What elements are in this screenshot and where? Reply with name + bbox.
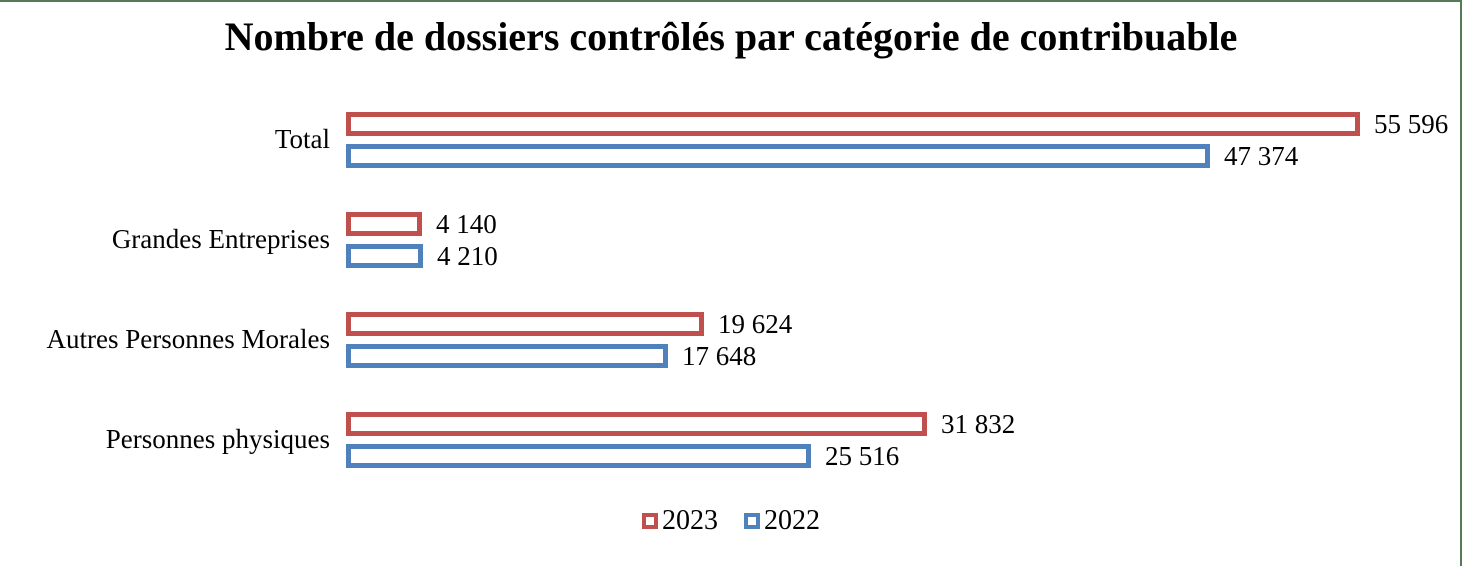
bar-2023 xyxy=(346,112,1360,136)
bar-2023 xyxy=(346,212,422,236)
bar-line-2022: 17 648 xyxy=(346,340,792,371)
bar-line-2022: 4 210 xyxy=(346,240,498,271)
legend-item-2023: 2023 xyxy=(642,507,718,535)
bar-group: 4 140 4 210 xyxy=(346,208,498,271)
bar-line-2023: 4 140 xyxy=(346,208,498,239)
value-label-2023: 4 140 xyxy=(436,208,497,239)
value-label-2023: 19 624 xyxy=(718,308,793,339)
bar-line-2023: 55 596 xyxy=(346,108,1449,139)
bar-group: 55 596 47 374 xyxy=(346,108,1449,171)
value-label-2022: 25 516 xyxy=(825,440,900,471)
value-label-2023: 31 832 xyxy=(941,408,1016,439)
category-label: Autres Personnes Morales xyxy=(46,324,330,355)
category-label: Total xyxy=(274,124,330,155)
plot-area: Total 55 596 47 374 Grandes Entreprises 4 14… xyxy=(0,90,1462,490)
bar-2022 xyxy=(346,444,811,468)
bar-2023 xyxy=(346,412,927,436)
legend-item-2022: 2022 xyxy=(744,507,820,535)
bar-group: 19 624 17 648 xyxy=(346,308,793,371)
category-row: Total 55 596 47 374 xyxy=(0,90,1462,190)
category-row: Personnes physiques 31 832 25 516 xyxy=(0,390,1462,490)
legend-label-2022: 2022 xyxy=(764,505,820,536)
bar-group: 31 832 25 516 xyxy=(346,408,1016,471)
bar-line-2022: 25 516 xyxy=(346,440,1015,471)
bar-line-2022: 47 374 xyxy=(346,140,1448,171)
value-label-2022: 17 648 xyxy=(682,340,757,371)
category-row: Autres Personnes Morales 19 624 17 648 xyxy=(0,290,1462,390)
value-label-2023: 55 596 xyxy=(1374,108,1449,139)
legend-swatch-2023 xyxy=(642,513,658,529)
value-label-2022: 4 210 xyxy=(437,240,498,271)
bar-2022 xyxy=(346,144,1210,168)
legend-label-2023: 2023 xyxy=(662,505,718,536)
bar-line-2023: 19 624 xyxy=(346,308,793,339)
bar-2022 xyxy=(346,344,668,368)
frame-right-border xyxy=(1460,0,1462,566)
bar-line-2023: 31 832 xyxy=(346,408,1016,439)
category-row: Grandes Entreprises 4 140 4 210 xyxy=(0,190,1462,290)
legend: 2023 2022 xyxy=(0,507,1462,535)
chart-title: Nombre de dossiers contrôlés par catégor… xyxy=(224,14,1238,59)
frame-top-border xyxy=(0,0,1462,2)
category-label: Grandes Entreprises xyxy=(111,224,330,255)
bar-2023 xyxy=(346,312,704,336)
category-label: Personnes physiques xyxy=(105,424,330,455)
bar-2022 xyxy=(346,244,423,268)
value-label-2022: 47 374 xyxy=(1224,140,1299,171)
legend-swatch-2022 xyxy=(744,513,760,529)
